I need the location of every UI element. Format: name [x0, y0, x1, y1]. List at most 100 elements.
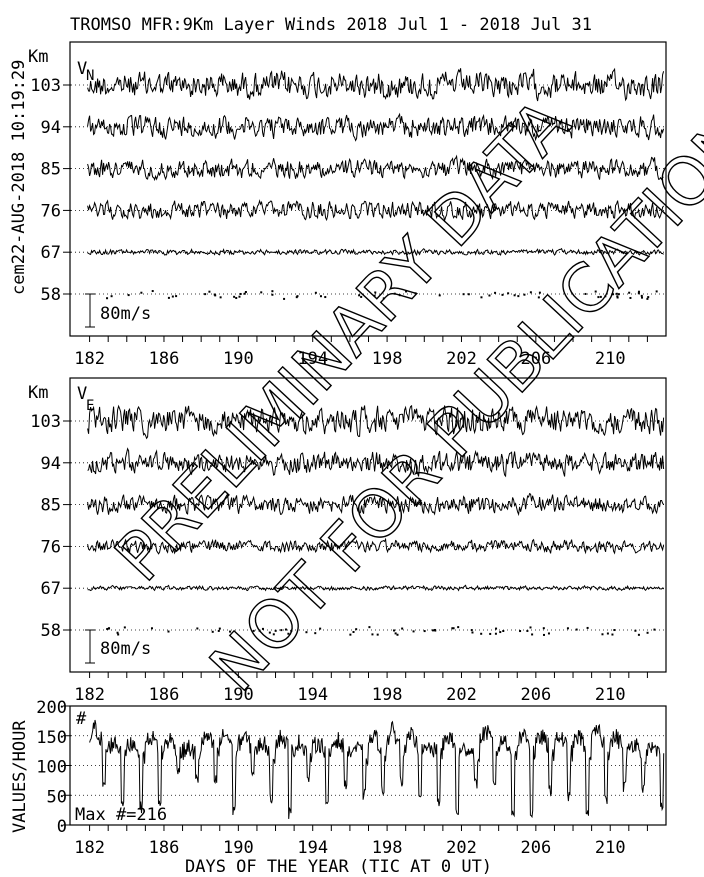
- wind-point-58km: [244, 291, 247, 294]
- wind-point-58km: [519, 630, 522, 633]
- max-annotation: Max #=216: [75, 805, 167, 825]
- y-tick-label: 85: [41, 160, 61, 180]
- wind-point-58km: [371, 633, 374, 636]
- wind-point-58km: [213, 293, 216, 296]
- wind-point-58km: [208, 290, 211, 293]
- x-tick-label: 182: [74, 838, 105, 858]
- y-tick-label: 0: [57, 817, 67, 837]
- ylabel-values-hour: VALUES/HOUR: [10, 720, 30, 833]
- wind-point-58km: [324, 296, 327, 299]
- x-tick-label: 194: [297, 838, 328, 858]
- panel-sub-e: E: [86, 398, 94, 414]
- wind-point-58km: [235, 297, 238, 300]
- x-tick-label: 210: [595, 838, 626, 858]
- x-tick-label: 190: [223, 838, 254, 858]
- y-tick-label: 85: [41, 496, 61, 516]
- wind-point-58km: [394, 632, 397, 635]
- wind-point-58km: [423, 630, 426, 633]
- wind-point-58km: [646, 297, 649, 300]
- wind-point-58km: [272, 633, 275, 636]
- wind-point-58km: [513, 294, 516, 297]
- x-tick-label: 202: [446, 838, 477, 858]
- y-tick-label: 103: [30, 412, 61, 432]
- wind-point-58km: [238, 295, 241, 298]
- y-tick-label: 58: [41, 285, 61, 305]
- wind-point-58km: [653, 628, 656, 631]
- wind-point-58km: [641, 296, 644, 299]
- wind-point-58km: [637, 633, 640, 636]
- wind-point-58km: [280, 629, 283, 632]
- x-tick-label: 186: [149, 685, 180, 705]
- x-tick-label: 206: [520, 838, 551, 858]
- wind-point-58km: [575, 628, 578, 631]
- wind-point-58km: [640, 294, 643, 297]
- ylabel-km: Km: [28, 47, 48, 67]
- wind-point-58km: [462, 293, 465, 296]
- wind-point-58km: [537, 296, 540, 299]
- wind-trace-94km: [87, 447, 665, 478]
- wind-point-58km: [480, 296, 483, 299]
- wind-point-58km: [171, 295, 174, 298]
- wind-point-58km: [586, 626, 589, 629]
- panel-values-per-hour: VALUES/HOUR # Max #=216 DAYS OF THE YEAR…: [10, 698, 667, 877]
- wind-point-58km: [271, 290, 274, 293]
- wind-point-58km: [211, 630, 214, 633]
- wind-point-58km: [599, 295, 602, 298]
- wind-point-58km: [495, 627, 498, 630]
- wind-point-58km: [287, 632, 290, 635]
- wind-point-58km: [396, 633, 399, 636]
- timestamp-label: cem22-AUG-2018 10:19:29: [9, 60, 29, 295]
- y-tick-label: 50: [47, 787, 67, 807]
- wind-point-58km: [260, 291, 263, 294]
- wind-point-58km: [352, 631, 355, 634]
- wind-point-58km: [584, 292, 587, 295]
- x-tick-label: 182: [74, 349, 105, 369]
- wind-point-58km: [432, 629, 435, 632]
- wind-point-58km: [451, 627, 454, 630]
- wind-point-58km: [655, 290, 658, 293]
- y-tick-label: 94: [41, 118, 61, 138]
- wind-point-58km: [349, 633, 352, 636]
- wind-point-58km: [438, 294, 441, 297]
- wind-point-58km: [295, 296, 298, 299]
- values-per-hour-trace: [89, 719, 665, 819]
- wind-point-58km: [123, 626, 126, 629]
- wind-point-58km: [284, 628, 287, 631]
- wind-trace-67km: [87, 247, 664, 257]
- x-tick-label: 210: [595, 349, 626, 369]
- wind-point-58km: [637, 290, 640, 293]
- wind-point-58km: [501, 293, 504, 296]
- panel-label-v: V: [77, 59, 87, 79]
- wind-point-58km: [374, 291, 377, 294]
- x-tick-label: 202: [446, 349, 477, 369]
- y-tick-label: 94: [41, 454, 61, 474]
- wind-point-58km: [243, 292, 246, 295]
- panel-north-wind: Km V N 80m/s 182 186 190 194 198 202 206 210 103…: [28, 41, 667, 369]
- wind-point-58km: [314, 632, 317, 635]
- wind-trace-67km: [87, 584, 664, 592]
- wind-point-58km: [373, 294, 376, 297]
- wind-point-58km: [290, 629, 293, 632]
- wind-point-58km: [434, 629, 437, 632]
- wind-point-58km: [604, 295, 607, 298]
- wind-point-58km: [319, 627, 322, 630]
- wind-point-58km: [542, 627, 545, 630]
- x-tick-label: 190: [223, 349, 254, 369]
- wind-point-58km: [151, 290, 154, 293]
- wind-point-58km: [526, 629, 529, 632]
- wind-point-58km: [467, 293, 470, 296]
- wind-point-58km: [401, 627, 404, 630]
- wind-point-58km: [355, 628, 358, 631]
- wind-point-58km: [597, 296, 600, 299]
- wind-point-58km: [175, 295, 178, 298]
- wind-point-58km: [219, 296, 222, 299]
- wind-point-58km: [617, 293, 620, 296]
- wind-trace-103km: [87, 404, 665, 440]
- wind-point-58km: [393, 292, 396, 295]
- wind-point-58km: [217, 629, 220, 632]
- wind-point-58km: [167, 296, 170, 299]
- chart-title: TROMSO MFR:9Km Layer Winds 2018 Jul 1 - …: [70, 15, 592, 35]
- wind-point-58km: [502, 630, 505, 633]
- wind-point-58km: [274, 629, 277, 632]
